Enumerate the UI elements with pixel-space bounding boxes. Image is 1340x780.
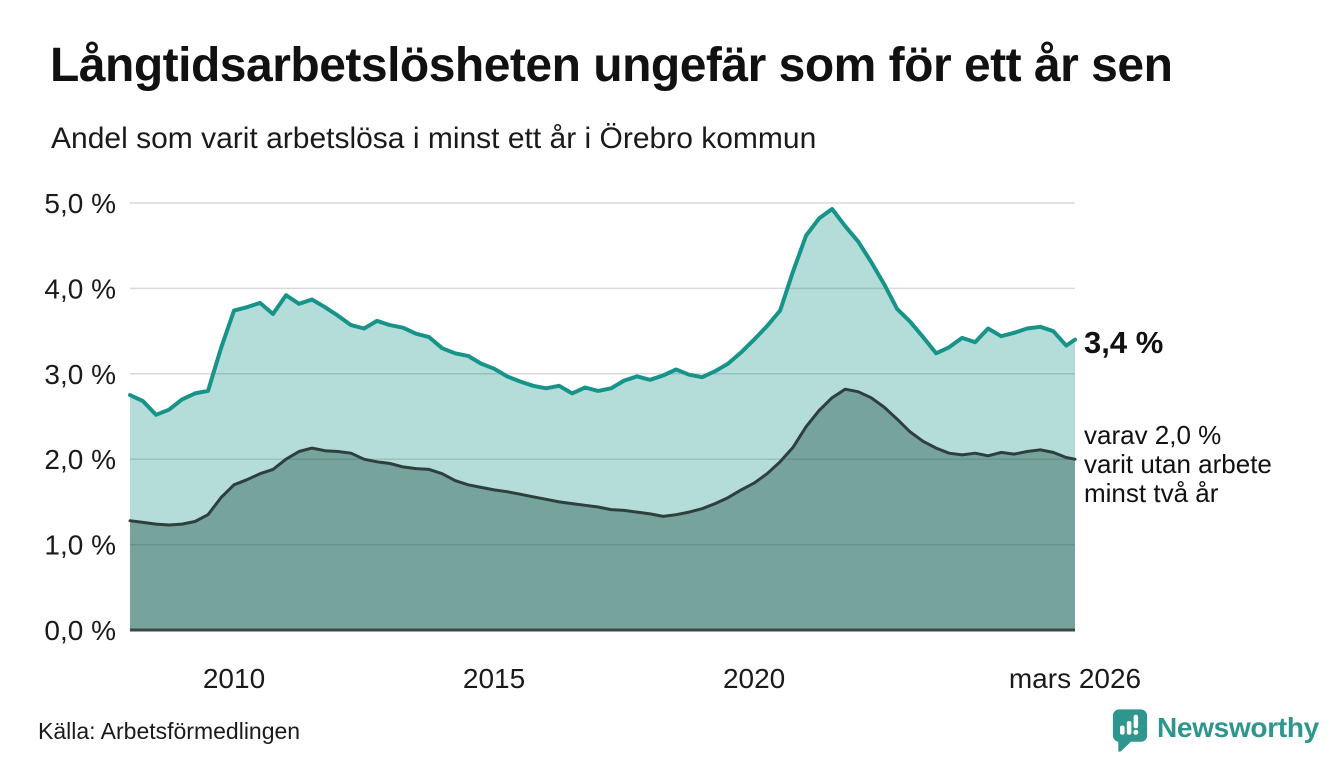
newsworthy-wordmark: Newsworthy — [1157, 712, 1319, 743]
y-tick-label: 5,0 % — [44, 188, 116, 219]
source-label: Källa: Arbetsförmedlingen — [38, 718, 301, 744]
series-end-label-two-plus: varav 2,0 % varit utan arbete minst två … — [1084, 420, 1272, 508]
y-tick-label: 2,0 % — [44, 444, 116, 475]
x-tick-label: 2020 — [723, 663, 785, 694]
newsworthy-logo: Newsworthy — [1112, 708, 1319, 756]
page-title: Långtidsarbetslösheten ungefär som för e… — [50, 39, 1173, 92]
speech-bubble-bar-chart-icon — [1112, 709, 1148, 752]
y-tick-label: 3,0 % — [44, 359, 116, 390]
y-tick-label: 1,0 % — [44, 530, 116, 561]
x-tick-label: 2010 — [203, 663, 265, 694]
two-plus-line — [128, 387, 1077, 527]
total-line — [128, 207, 1077, 417]
y-tick-label: 0,0 % — [44, 615, 116, 646]
two-plus-area — [130, 389, 1075, 630]
series-end-label-total: 3,4 % — [1084, 325, 1164, 360]
total-area — [130, 209, 1075, 630]
chart-subtitle: Andel som varit arbetslösa i minst ett å… — [51, 122, 817, 155]
y-tick-label: 4,0 % — [44, 273, 116, 304]
x-tick-label: 2015 — [463, 663, 525, 694]
x-tick-label: mars 2026 — [1009, 663, 1141, 694]
